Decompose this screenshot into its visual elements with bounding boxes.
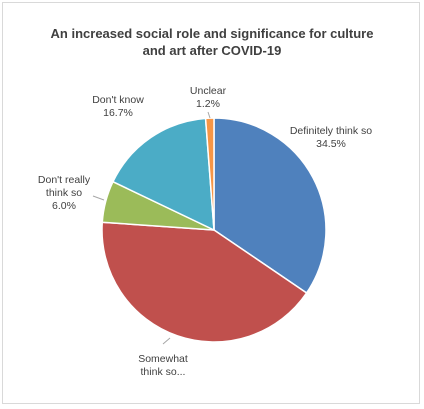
leader-line (207, 111, 211, 119)
pie-slices (101, 117, 327, 343)
chart-title-line-2: and art after COVID-19 (142, 43, 282, 58)
leader-line (162, 337, 171, 345)
leader-line (92, 195, 105, 201)
pie-slice-definitely-think-so (213, 117, 327, 294)
pie-slice-don-t-know (111, 117, 215, 232)
slice-labels: Definitely think so 34.5% Somewhat think so… (38, 85, 372, 378)
leader-lines (92, 111, 211, 345)
slice-label-don-t-know: Don't know 16.7% (92, 94, 144, 119)
slice-label-don-t-really-think-so: Don't really think so 6.0% (38, 174, 91, 212)
slice-label-unclear: Unclear 1.2% (190, 85, 227, 110)
pie-slice-somewhat-think-so (101, 221, 308, 343)
slice-label-somewhat-think-so: Somewhat think so... (138, 353, 188, 378)
chart-title-line-1: An increased social role and significanc… (50, 26, 374, 41)
slice-label-definitely-think-so: Definitely think so 34.5% (290, 125, 372, 150)
chart-title: An increased social role and significanc… (3, 25, 421, 59)
pie-slice-unclear (204, 117, 215, 231)
